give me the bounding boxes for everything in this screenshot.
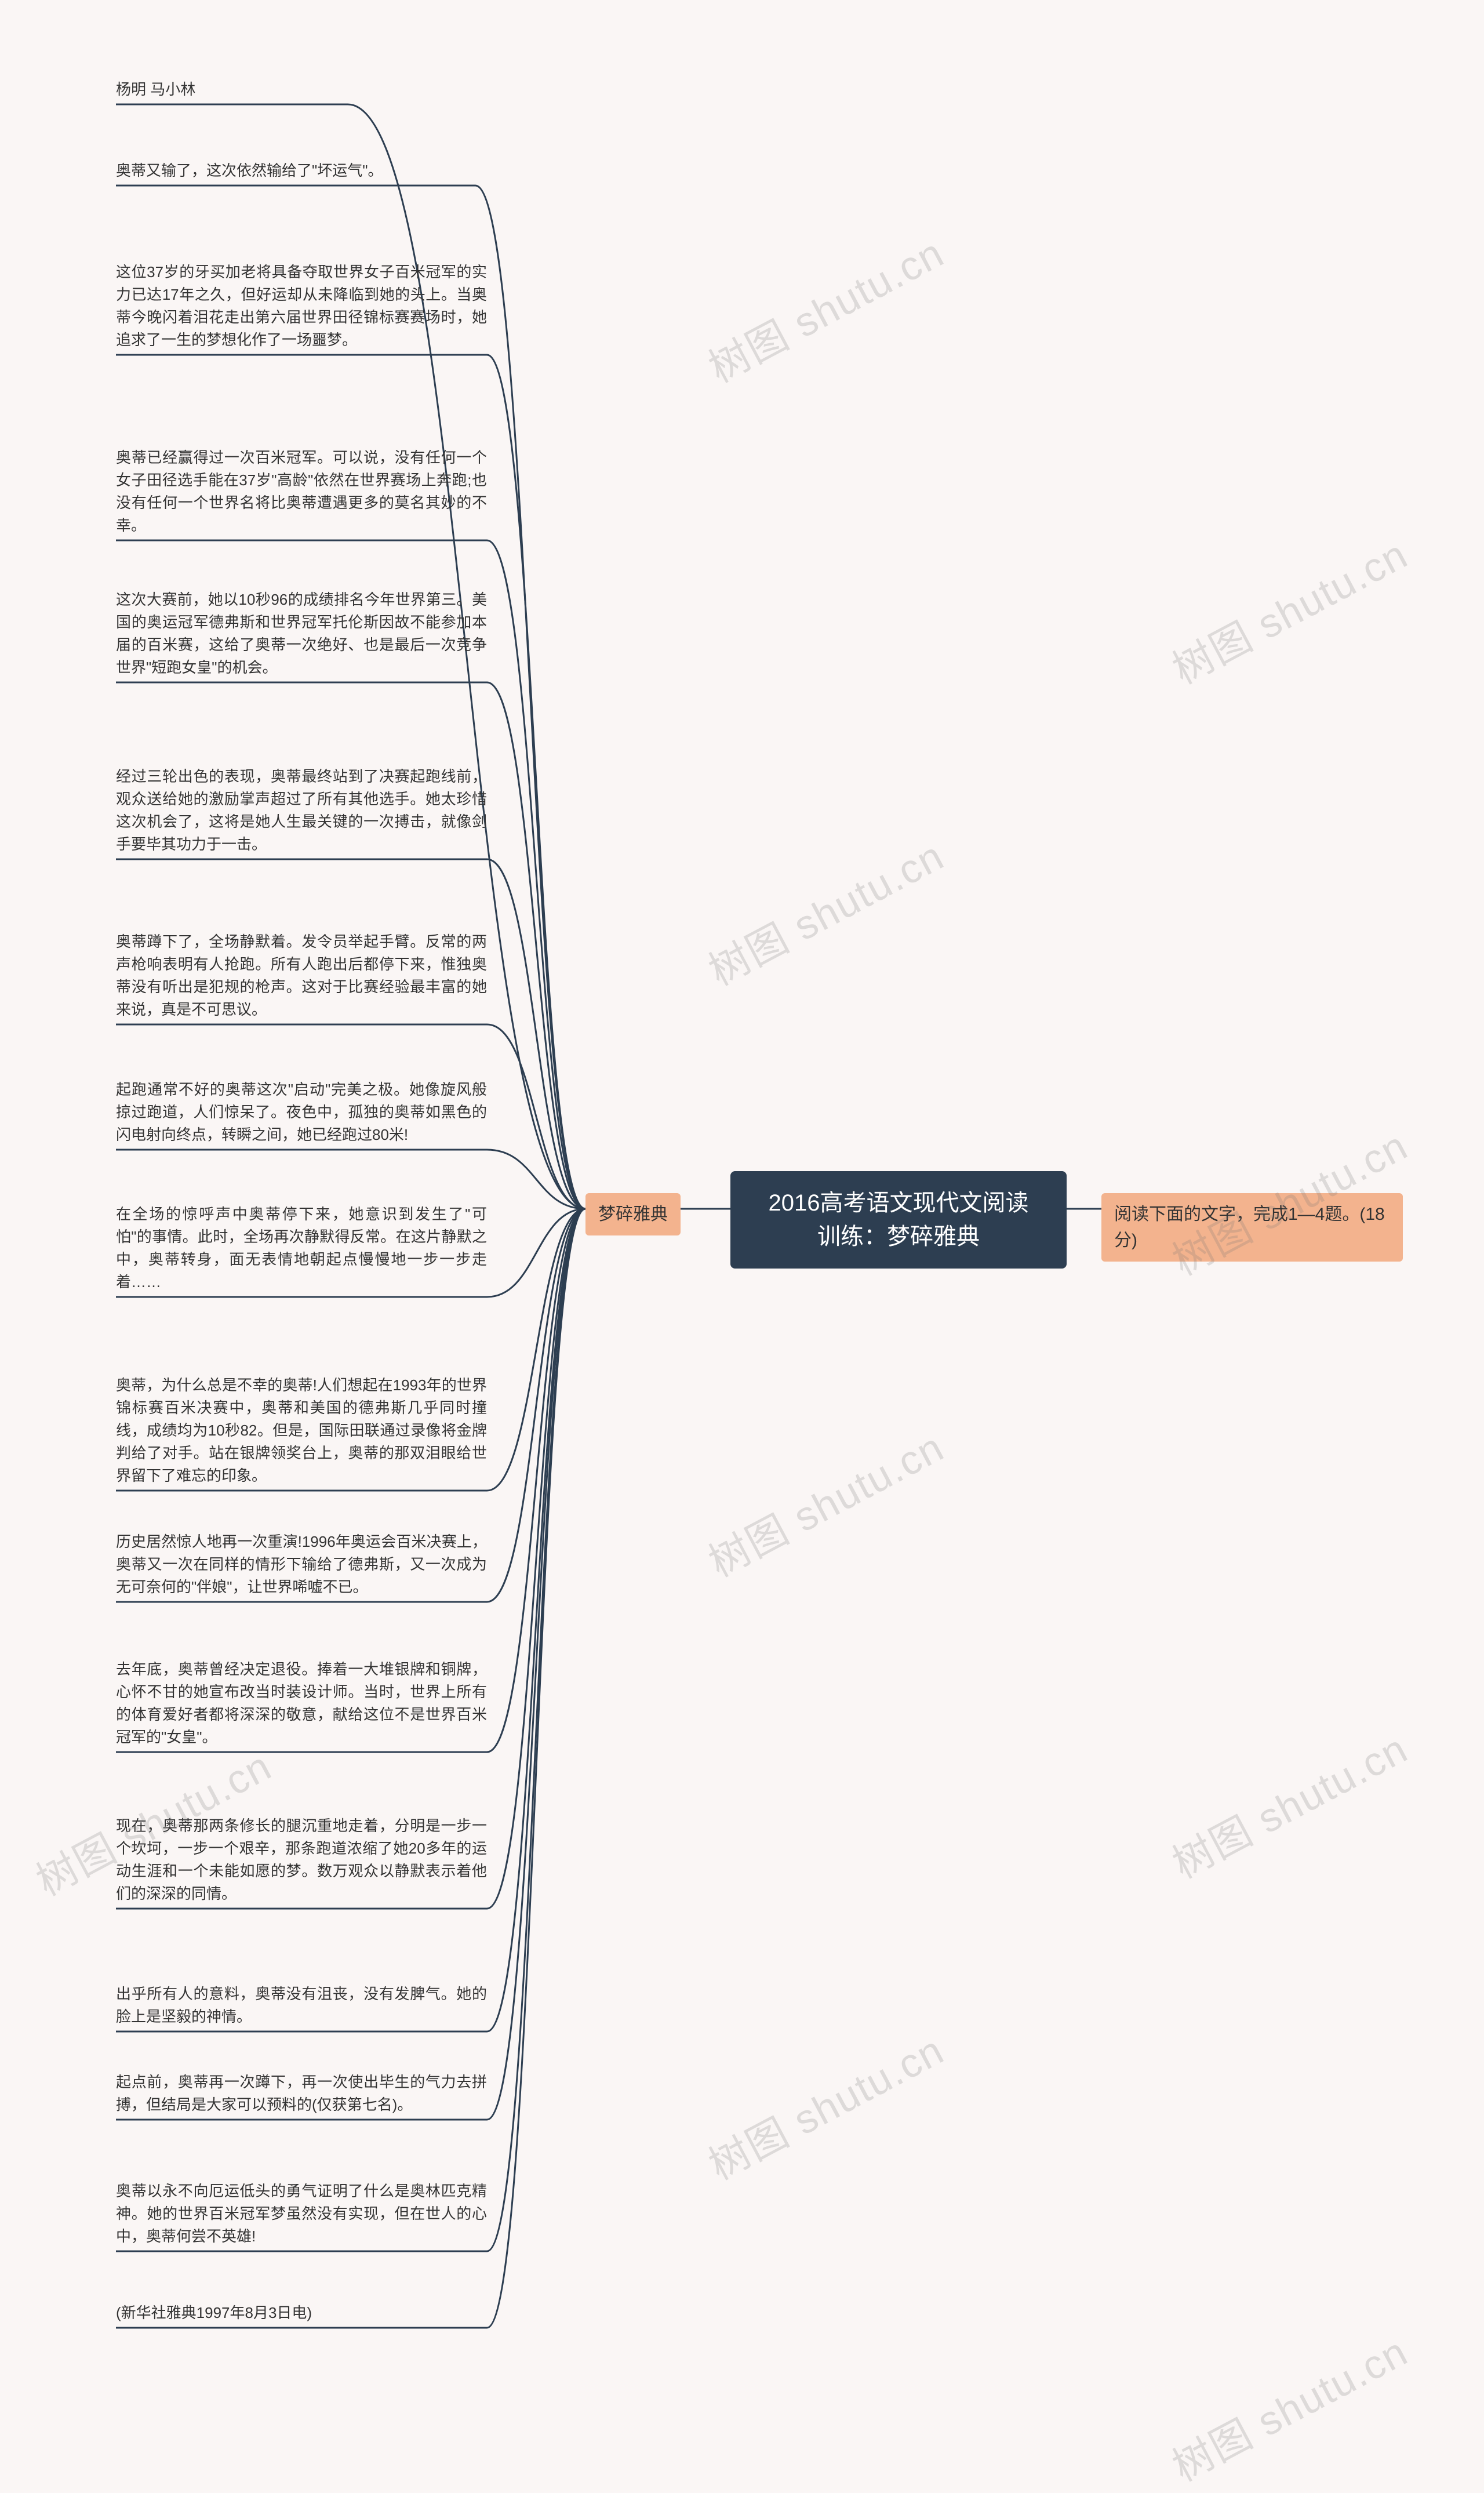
leaf-node: 出乎所有人的意料，奥蒂没有沮丧，没有发脾气。她的脸上是坚毅的神情。 bbox=[116, 1983, 487, 2028]
watermark: 树图 shutu.cn bbox=[697, 221, 952, 394]
watermark: 树图 shutu.cn bbox=[1161, 2320, 1416, 2493]
leaf-node: 去年底，奥蒂曾经决定退役。捧着一大堆银牌和铜牌，心怀不甘的她宣布改当时装设计师。… bbox=[116, 1658, 487, 1749]
leaf-node: 这次大赛前，她以10秒96的成绩排名今年世界第三。美国的奥运冠军德弗斯和世界冠军… bbox=[116, 588, 487, 679]
watermark: 树图 shutu.cn bbox=[1161, 522, 1416, 696]
right-branch: 阅读下面的文字，完成1—4题。(18分) bbox=[1101, 1193, 1403, 1262]
leaf-node: 起点前，奥蒂再一次蹲下，再一次使出毕生的气力去拼搏，但结局是大家可以预料的(仅获… bbox=[116, 2071, 487, 2116]
watermark: 树图 shutu.cn bbox=[697, 1415, 952, 1589]
leaf-node: 经过三轮出色的表现，奥蒂最终站到了决赛起跑线前，观众送给她的激励掌声超过了所有其… bbox=[116, 765, 487, 856]
leaf-node: 现在，奥蒂那两条修长的腿沉重地走着，分明是一步一个坎坷，一步一个艰辛，那条跑道浓… bbox=[116, 1815, 487, 1905]
leaf-node: 奥蒂蹲下了，全场静默着。发令员举起手臂。反常的两声枪响表明有人抢跑。所有人跑出后… bbox=[116, 931, 487, 1021]
leaf-node: 历史居然惊人地再一次重演!1996年奥运会百米决赛上，奥蒂又一次在同样的情形下输… bbox=[116, 1531, 487, 1598]
leaf-node: 杨明 马小林 bbox=[116, 78, 348, 101]
left-branch: 梦碎雅典 bbox=[585, 1193, 681, 1235]
watermark: 树图 shutu.cn bbox=[697, 824, 952, 997]
leaf-node: 这位37岁的牙买加老将具备夺取世界女子百米冠军的实力已达17年之久，但好运却从未… bbox=[116, 261, 487, 351]
watermark: 树图 shutu.cn bbox=[697, 2018, 952, 2192]
leaf-node: 奥蒂又输了，这次依然输给了"坏运气"。 bbox=[116, 159, 475, 182]
leaf-node: 起跑通常不好的奥蒂这次"启动"完美之极。她像旋风般掠过跑道，人们惊呆了。夜色中，… bbox=[116, 1078, 487, 1146]
leaf-node: 奥蒂已经赢得过一次百米冠军。可以说，没有任何一个女子田径选手能在37岁"高龄"依… bbox=[116, 446, 487, 537]
leaf-node: (新华社雅典1997年8月3日电) bbox=[116, 2302, 487, 2324]
watermark: 树图 shutu.cn bbox=[1161, 1717, 1416, 1890]
root-node: 2016高考语文现代文阅读 训练：梦碎雅典 bbox=[730, 1171, 1067, 1269]
leaf-node: 在全场的惊呼声中奥蒂停下来，她意识到发生了"可怕"的事情。此时，全场再次静默得反… bbox=[116, 1203, 487, 1293]
leaf-node: 奥蒂，为什么总是不幸的奥蒂!人们想起在1993年的世界锦标赛百米决赛中，奥蒂和美… bbox=[116, 1374, 487, 1487]
leaf-node: 奥蒂以永不向厄运低头的勇气证明了什么是奥林匹克精神。她的世界百米冠军梦虽然没有实… bbox=[116, 2180, 487, 2248]
